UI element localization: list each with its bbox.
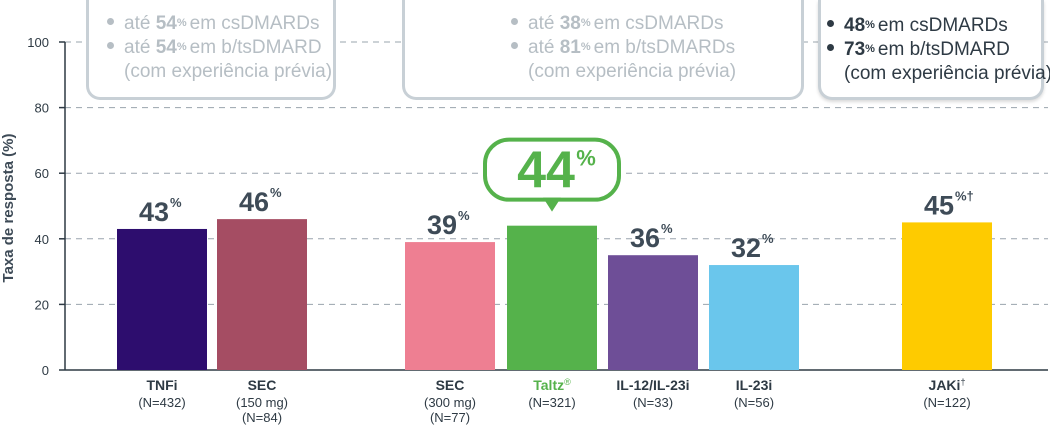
callout-text: (com experiência prévia): [124, 61, 333, 82]
data-label-taltz: 44: [517, 142, 575, 200]
callout-percent: 73: [844, 39, 866, 60]
callout-percent-sup: %: [580, 17, 591, 29]
y-axis-title: Taxa de resposta (%): [0, 134, 17, 283]
callout-text: em csDMARDs: [593, 13, 724, 34]
callout-text: (com experiência prévia): [844, 63, 1050, 84]
data-label-sup: %: [270, 185, 282, 200]
callout-box-jaki: 48% em csDMARDs 73% em b/tsDMARD (com experi…: [818, 0, 1050, 100]
data-label: 45: [924, 190, 954, 220]
y-tick-label: 40: [35, 232, 49, 247]
x-category-label: JAKi†: [929, 377, 966, 393]
x-category-label: SEC: [436, 377, 465, 393]
data-labels: 43% 46 %39 %44 %36 %32 %45 %†: [139, 137, 974, 263]
data-label: 36: [630, 223, 660, 253]
data-label-sup: %: [661, 221, 673, 236]
bar-tnfi: [117, 228, 207, 370]
callout-text: (com experiência prévia): [528, 61, 737, 82]
x-category-detail: (N=84): [242, 410, 282, 425]
callout-prefix: até: [124, 13, 151, 34]
callout-text: em b/tsDMARDs: [593, 37, 736, 58]
bars: [117, 219, 992, 370]
data-label-sup: %: [458, 208, 470, 223]
callout-line: até 38% em csDMARDs: [511, 12, 723, 36]
callout-percent: 38: [559, 13, 581, 34]
data-label: 32: [731, 233, 761, 263]
y-tick-label: 80: [35, 101, 49, 116]
callout-line: 73% em b/tsDMARD: [827, 38, 1010, 62]
bar-sec: [217, 219, 307, 370]
callout-text: em b/tsDMARD: [877, 39, 1010, 60]
data-label-sup: %: [576, 146, 596, 171]
callout-line: (com experiência prévia): [107, 60, 332, 84]
data-label-sup: %†: [955, 188, 974, 203]
x-category-detail: (N=122): [923, 395, 970, 410]
bullet-icon: [511, 18, 518, 26]
data-label: 43: [139, 197, 169, 227]
callout-line: até 54% em b/tsDMARD: [107, 36, 322, 60]
x-category-detail: (N=56): [734, 395, 774, 410]
callout-box-sec300-taltz-il: até 38% em csDMARDs até 81% em b/tsDMARDs (c…: [402, 0, 804, 100]
data-label: 46: [239, 187, 269, 217]
x-category-sup: ®: [564, 377, 571, 387]
y-tick-label: 60: [35, 166, 49, 181]
x-category-label: IL-23i: [736, 377, 773, 393]
callout-line: 48% em csDMARDs: [827, 14, 1008, 38]
callout-line: (com experiência prévia): [511, 60, 736, 84]
x-category-sup: †: [960, 377, 965, 387]
callout-prefix: até: [124, 37, 151, 58]
bar-il-23i: [709, 265, 799, 370]
x-axis-categories: TNFi(N=432)SEC(150 mg)(N=84)SEC(300 mg)(…: [138, 377, 970, 425]
x-category-detail: (N=321): [528, 395, 575, 410]
callout-line: (com experiência prévia): [827, 62, 1050, 86]
callout-box-tnfi-sec150: até 54% em csDMARDs até 54% em b/tsDMARD (co…: [86, 0, 336, 100]
x-category-label: Taltz®: [533, 377, 571, 393]
callout-percent-sup: %: [176, 17, 187, 29]
y-tick-label: 20: [35, 297, 49, 312]
callout-percent: 54: [155, 37, 177, 58]
x-category-label: TNFi: [146, 377, 177, 393]
x-category-detail: (150 mg): [236, 395, 288, 410]
callout-text: em b/tsDMARD: [189, 37, 322, 58]
bullet-icon: [107, 42, 114, 50]
x-category-label: SEC: [248, 377, 277, 393]
bullet-icon: [511, 42, 518, 50]
callout-percent: 81: [559, 37, 581, 58]
x-category-detail: (N=77): [430, 410, 470, 425]
data-label-sup: %: [170, 195, 182, 210]
bullet-icon: [827, 44, 834, 52]
callout-prefix: até: [528, 37, 555, 58]
x-category-detail: (N=432): [138, 395, 185, 410]
callout-prefix: até: [528, 13, 555, 34]
callout-percent-sup: %: [865, 43, 875, 55]
callout-line: até 81% em b/tsDMARDs: [511, 36, 735, 60]
callout-percent: 48: [844, 15, 866, 36]
callout-line: até 54% em csDMARDs: [107, 12, 319, 36]
callout-percent-sup: %: [176, 41, 187, 53]
callout-text: em csDMARDs: [189, 13, 320, 34]
callout-text: em csDMARDs: [877, 15, 1008, 36]
y-tick-label: 100: [27, 35, 49, 50]
bullet-icon: [107, 18, 114, 26]
callout-percent: 54: [155, 13, 177, 34]
callout-percent-sup: %: [865, 19, 875, 31]
bullet-icon: [827, 20, 834, 28]
bar-sec: [405, 242, 495, 370]
bar-jaki: [902, 222, 992, 370]
x-category-detail: (N=33): [633, 395, 673, 410]
highlight-bubble-pointer: [543, 197, 561, 212]
x-category-label: IL-12/IL-23i: [616, 377, 689, 393]
y-tick-label: 0: [42, 363, 49, 378]
data-label: 39: [427, 210, 457, 240]
callout-percent-sup: %: [580, 41, 591, 53]
bar-taltz: [507, 225, 597, 370]
bar-il-12-il-23i: [608, 255, 698, 370]
data-label-sup: %: [762, 231, 774, 246]
x-category-detail: (300 mg): [424, 395, 476, 410]
